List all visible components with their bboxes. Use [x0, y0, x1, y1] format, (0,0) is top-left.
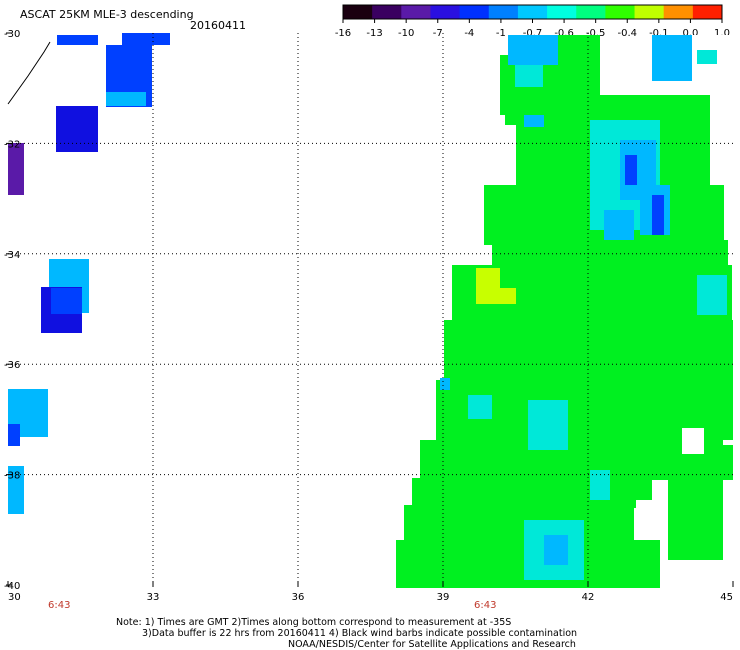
colorbar-cell: [663, 5, 694, 19]
lon-label: 42: [582, 592, 595, 603]
data-cell: [492, 288, 516, 304]
data-cell: [412, 478, 652, 508]
data-cell: [636, 500, 666, 540]
data-cell: [468, 395, 492, 419]
colorbar-label: -4: [464, 28, 474, 39]
note-line-3: NOAA/NESDIS/Center for Satellite Applica…: [288, 639, 576, 650]
data-cell: [106, 92, 146, 106]
data-cell: [524, 115, 544, 127]
wind-data-cells: [8, 33, 733, 588]
data-cell: [697, 275, 727, 315]
time-label-2: 6:43: [474, 600, 496, 611]
data-cell: [122, 33, 170, 45]
time-label-1: 6:43: [48, 600, 70, 611]
lat-label: -30: [4, 29, 20, 40]
colorbar-label: -10: [398, 28, 414, 39]
colorbar-cell: [576, 5, 606, 19]
data-cell: [710, 92, 733, 122]
lon-label: 30: [8, 592, 21, 603]
data-cell: [508, 35, 558, 65]
data-cell: [8, 143, 24, 195]
map-grid: [6, 32, 734, 587]
data-cell: [697, 50, 717, 64]
colorbar: -16 -13 -10 -7 -4 -1 -0.7 -0.6 -0.5 -0.4 -0.1 0.0 1.…: [335, 4, 730, 39]
data-cell: [652, 35, 692, 81]
lat-label: -32: [4, 139, 20, 150]
lon-label: 36: [292, 592, 305, 603]
data-cell: [51, 288, 82, 314]
lat-label: -36: [4, 360, 20, 371]
colorbar-cell: [634, 5, 665, 19]
colorbar-cell: [605, 5, 636, 19]
lon-label: 45: [720, 592, 733, 603]
colorbar-label: -0.5: [586, 28, 606, 39]
data-cell: [604, 210, 634, 240]
colorbar-cell: [459, 5, 490, 19]
colorbar-cell: [430, 5, 461, 19]
data-cell: [544, 535, 568, 565]
coastline: [7, 41, 51, 105]
colorbar-label: -0.4: [617, 28, 637, 39]
data-cell: [515, 65, 543, 87]
data-cell: [57, 35, 98, 45]
colorbar-label: 1.0: [714, 28, 730, 39]
colorbar-cell: [692, 5, 723, 19]
colorbar-label: -0.1: [649, 28, 669, 39]
data-cell: [528, 400, 568, 450]
data-cell: [440, 378, 450, 390]
note-line-1: Note: 1) Times are GMT 2)Times along bot…: [116, 617, 512, 628]
lat-label: -34: [4, 250, 20, 261]
lon-label: 39: [437, 592, 450, 603]
data-cell: [590, 470, 610, 500]
colorbar-cell: [343, 5, 373, 19]
data-cell: [652, 195, 664, 235]
colorbar-cell: [517, 5, 548, 19]
data-cell: [56, 106, 98, 152]
colorbar-cell: [372, 5, 402, 19]
colorbar-cell: [401, 5, 431, 19]
map-title: ASCAT 25KM MLE-3 descending: [20, 8, 194, 21]
map-date: 20160411: [190, 19, 246, 32]
data-cell: [8, 466, 24, 514]
colorbar-label: -16: [335, 28, 351, 39]
colorbar-label: -0.6: [554, 28, 574, 39]
lon-label: 33: [147, 592, 160, 603]
lat-label: -40: [4, 581, 20, 592]
colorbar-label: -7: [433, 28, 443, 39]
data-cell: [682, 428, 704, 454]
colorbar-label: -0.7: [523, 28, 543, 39]
note-line-2: 3)Data buffer is 22 hrs from 20160411 4)…: [142, 628, 578, 639]
colorbar-label: -13: [366, 28, 382, 39]
coastline-segment: [7, 41, 51, 105]
colorbar-cell: [488, 5, 519, 19]
colorbar-cell: [547, 5, 577, 19]
data-cell: [625, 155, 637, 185]
colorbar-label: 0.0: [682, 28, 698, 39]
colorbar-label: -1: [496, 28, 506, 39]
data-cell: [404, 505, 634, 545]
data-cell: [8, 424, 20, 446]
lat-label: -38: [4, 471, 20, 482]
data-cell: [660, 555, 668, 585]
